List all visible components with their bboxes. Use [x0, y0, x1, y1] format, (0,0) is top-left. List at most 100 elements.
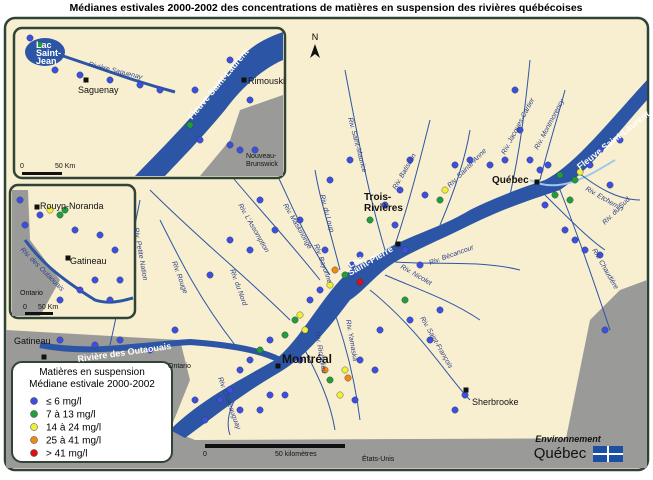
- station: [206, 271, 214, 279]
- city-label: Rimouski: [248, 76, 285, 86]
- legend-label: 14 à 24 mg/l: [46, 423, 101, 434]
- station: [106, 296, 114, 304]
- city-label: Gatineau: [14, 336, 51, 346]
- station: [391, 221, 399, 229]
- legend-label: 25 à 41 mg/l: [46, 436, 101, 447]
- station: [356, 278, 364, 286]
- station: [226, 386, 234, 394]
- station: [571, 176, 579, 184]
- outside-area: [200, 95, 283, 176]
- scale-label: 50 Km: [38, 304, 58, 311]
- scale-label: 50 kilomètres: [275, 451, 317, 458]
- station: [576, 168, 584, 176]
- station: [416, 261, 424, 269]
- station: [556, 171, 564, 179]
- station: [256, 196, 264, 204]
- station: [401, 246, 409, 254]
- station: [201, 416, 209, 424]
- legend: Matières en suspension Médiane estivale …: [11, 361, 173, 463]
- river: [23, 239, 134, 304]
- station: [56, 336, 64, 344]
- legend-swatch: [30, 449, 38, 457]
- station: [281, 331, 289, 339]
- station: [511, 86, 519, 94]
- city-label: Montréal: [282, 352, 332, 366]
- station: [441, 186, 449, 194]
- scale-bar: [25, 312, 53, 315]
- station: [156, 86, 164, 94]
- station: [306, 296, 314, 304]
- station: [606, 181, 614, 189]
- station: [376, 326, 384, 334]
- region-label: États-Unis: [362, 454, 395, 463]
- station: [16, 196, 24, 204]
- city-marker: [534, 179, 540, 185]
- scale-bar: [22, 172, 62, 175]
- station: [266, 391, 274, 399]
- station: [256, 406, 264, 414]
- station: [236, 146, 244, 154]
- station: [21, 221, 29, 229]
- station: [246, 96, 254, 104]
- station: [461, 391, 469, 399]
- inset-west: [8, 183, 137, 320]
- city-label: Rouyn-Noranda: [40, 201, 104, 211]
- station: [96, 231, 104, 239]
- station: [436, 196, 444, 204]
- city-label: Rivières: [364, 203, 403, 214]
- north-label: N: [312, 32, 319, 42]
- city-label: Gatineau: [70, 256, 107, 266]
- station: [596, 146, 604, 154]
- city-marker: [275, 363, 281, 369]
- station: [401, 296, 409, 304]
- station: [251, 146, 259, 154]
- station: [541, 201, 549, 209]
- station: [191, 86, 199, 94]
- station: [236, 366, 244, 374]
- legend-label: > 41 mg/l: [46, 449, 87, 460]
- station: [191, 396, 199, 404]
- station: [451, 161, 459, 169]
- station: [296, 311, 304, 319]
- station: [76, 71, 84, 79]
- station: [216, 396, 224, 404]
- station: [236, 406, 244, 414]
- station: [348, 261, 356, 269]
- outside-area: [560, 280, 647, 468]
- station: [466, 156, 474, 164]
- station: [381, 201, 389, 209]
- station: [136, 81, 144, 89]
- city-marker: [34, 204, 40, 210]
- station: [351, 396, 359, 404]
- river-network: [109, 59, 641, 436]
- station: [356, 356, 364, 364]
- title: Médianes estivales 2000-2002 des concent…: [70, 2, 583, 14]
- logo-flag: [593, 446, 623, 462]
- station: [196, 136, 204, 144]
- station: [596, 251, 604, 259]
- station: [291, 316, 299, 324]
- station: [321, 366, 329, 374]
- station: [516, 126, 524, 134]
- station: [76, 286, 84, 294]
- station: [344, 374, 352, 382]
- station: [586, 161, 594, 169]
- station: [226, 56, 234, 64]
- legend-title: Médiane estivale 2000-2002: [29, 379, 155, 390]
- station: [601, 326, 609, 334]
- station: [56, 211, 64, 219]
- station: [46, 206, 54, 214]
- station: [396, 186, 404, 194]
- legend-swatch: [30, 436, 38, 444]
- legend-swatch: [30, 397, 38, 405]
- station: [171, 326, 179, 334]
- station: [91, 341, 99, 349]
- city-marker: [83, 77, 89, 83]
- station: [246, 246, 254, 254]
- station: [566, 196, 574, 204]
- city-marker: [463, 387, 469, 393]
- scale-label: 0: [203, 451, 207, 458]
- station: [266, 336, 274, 344]
- station: [526, 156, 534, 164]
